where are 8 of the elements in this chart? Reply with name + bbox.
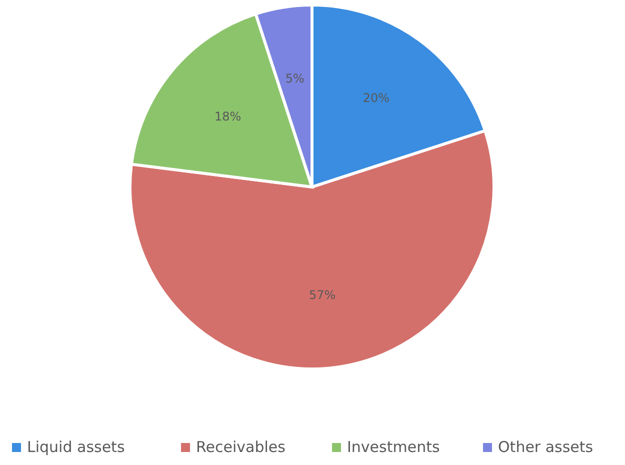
legend-label: Liquid assets xyxy=(27,438,125,456)
data-label: 5% xyxy=(285,71,304,86)
data-label: 18% xyxy=(214,110,242,124)
data-label: 57% xyxy=(308,288,336,302)
legend-label: Other assets xyxy=(498,438,594,456)
legend-label: Investments xyxy=(347,438,440,456)
legend-label: Receivables xyxy=(196,438,286,456)
data-label: 20% xyxy=(362,90,390,105)
